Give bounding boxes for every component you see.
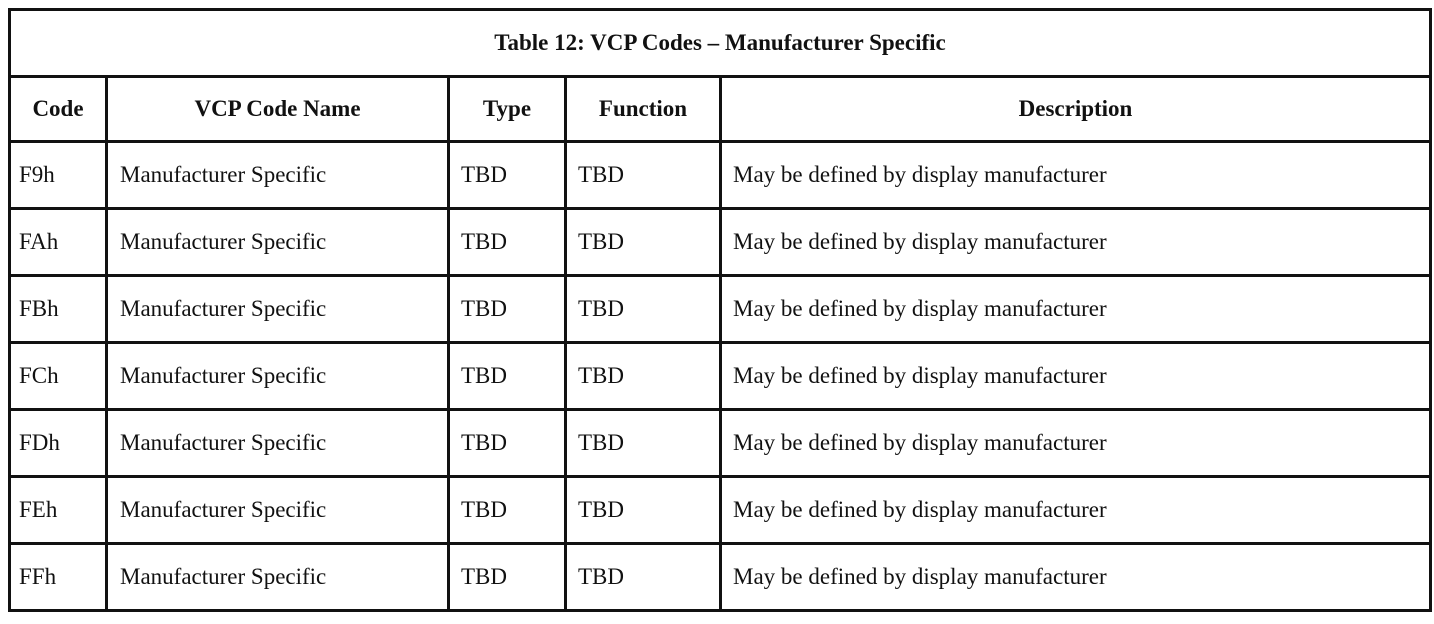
cell-description: May be defined by display manufacturer: [719, 542, 1432, 612]
cell-function: TBD: [564, 140, 722, 210]
cell-description: May be defined by display manufacturer: [719, 140, 1432, 210]
cell-vcp-code-name: Manufacturer Specific: [105, 408, 450, 478]
cell-description: May be defined by display manufacturer: [719, 475, 1432, 545]
column-header-vcp-code-name: VCP Code Name: [105, 75, 450, 143]
column-header-description: Description: [719, 75, 1432, 143]
cell-vcp-code-name: Manufacturer Specific: [105, 542, 450, 612]
cell-description: May be defined by display manufacturer: [719, 408, 1432, 478]
cell-vcp-code-name: Manufacturer Specific: [105, 341, 450, 411]
table-row: F9h Manufacturer Specific TBD TBD May be…: [8, 140, 1432, 210]
cell-description: May be defined by display manufacturer: [719, 341, 1432, 411]
cell-description: May be defined by display manufacturer: [719, 274, 1432, 344]
cell-code: FEh: [8, 475, 108, 545]
cell-type: TBD: [447, 341, 567, 411]
column-header-type: Type: [447, 75, 567, 143]
table-title-row: Table 12: VCP Codes – Manufacturer Speci…: [8, 8, 1432, 78]
cell-type: TBD: [447, 475, 567, 545]
cell-vcp-code-name: Manufacturer Specific: [105, 274, 450, 344]
cell-description: May be defined by display manufacturer: [719, 207, 1432, 277]
cell-vcp-code-name: Manufacturer Specific: [105, 140, 450, 210]
cell-vcp-code-name: Manufacturer Specific: [105, 475, 450, 545]
table-header-row: Code VCP Code Name Type Function Descrip…: [8, 75, 1432, 143]
table-row: FEh Manufacturer Specific TBD TBD May be…: [8, 475, 1432, 545]
cell-type: TBD: [447, 542, 567, 612]
cell-code: F9h: [8, 140, 108, 210]
cell-function: TBD: [564, 274, 722, 344]
column-header-code: Code: [8, 75, 108, 143]
vcp-codes-table-container: Table 12: VCP Codes – Manufacturer Speci…: [8, 8, 1432, 612]
column-header-function: Function: [564, 75, 722, 143]
cell-type: TBD: [447, 140, 567, 210]
table-row: FDh Manufacturer Specific TBD TBD May be…: [8, 408, 1432, 478]
cell-function: TBD: [564, 207, 722, 277]
cell-code: FAh: [8, 207, 108, 277]
cell-code: FBh: [8, 274, 108, 344]
cell-code: FDh: [8, 408, 108, 478]
cell-type: TBD: [447, 207, 567, 277]
cell-function: TBD: [564, 408, 722, 478]
table-row: FFh Manufacturer Specific TBD TBD May be…: [8, 542, 1432, 612]
cell-function: TBD: [564, 341, 722, 411]
cell-code: FCh: [8, 341, 108, 411]
table-row: FCh Manufacturer Specific TBD TBD May be…: [8, 341, 1432, 411]
cell-function: TBD: [564, 542, 722, 612]
cell-function: TBD: [564, 475, 722, 545]
table-row: FAh Manufacturer Specific TBD TBD May be…: [8, 207, 1432, 277]
vcp-codes-table: Table 12: VCP Codes – Manufacturer Speci…: [8, 8, 1432, 612]
cell-vcp-code-name: Manufacturer Specific: [105, 207, 450, 277]
table-title: Table 12: VCP Codes – Manufacturer Speci…: [8, 8, 1432, 78]
cell-code: FFh: [8, 542, 108, 612]
cell-type: TBD: [447, 408, 567, 478]
table-row: FBh Manufacturer Specific TBD TBD May be…: [8, 274, 1432, 344]
cell-type: TBD: [447, 274, 567, 344]
